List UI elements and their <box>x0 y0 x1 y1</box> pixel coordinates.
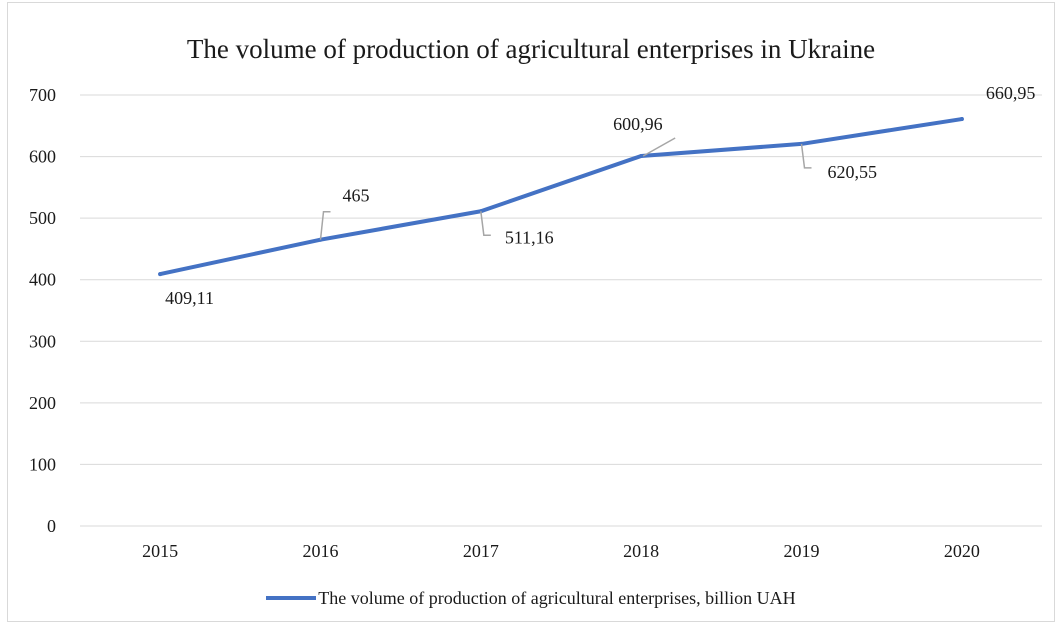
x-tick-label: 2018 <box>623 541 659 561</box>
y-tick-label: 300 <box>29 331 56 351</box>
x-tick-label: 2019 <box>784 541 820 561</box>
chart-frame <box>7 2 1055 622</box>
y-tick-label: 200 <box>29 393 56 413</box>
series-line <box>158 117 964 277</box>
x-tick-label: 2015 <box>142 541 178 561</box>
data-label-leader-line <box>319 210 331 240</box>
data-point <box>158 272 163 277</box>
data-label: 465 <box>343 186 370 206</box>
x-tick-label: 2017 <box>463 541 499 561</box>
y-tick-label: 0 <box>47 516 56 536</box>
chart-title: The volume of production of agricultural… <box>186 34 876 64</box>
y-tick-label: 400 <box>29 270 56 290</box>
y-tick-label: 500 <box>29 208 56 228</box>
data-label-leader-line <box>800 143 812 169</box>
data-label: 620,55 <box>828 162 878 182</box>
y-tick-label: 600 <box>29 147 56 167</box>
legend-swatch <box>266 595 317 600</box>
x-tick-label: 2016 <box>303 541 339 561</box>
y-tick-label: 700 <box>29 85 56 105</box>
gridlines <box>80 94 1042 527</box>
data-point <box>639 153 644 158</box>
data-labels: 409,11 465 511,16 600,96 620,55 660,95 <box>165 83 1035 308</box>
y-axis-tick-labels: 0 100 200 300 400 500 600 700 <box>29 85 56 536</box>
legend: The volume of production of agricultural… <box>0 588 1062 609</box>
x-tick-label: 2020 <box>944 541 980 561</box>
data-label-leader-line <box>480 211 491 237</box>
x-axis-tick-labels: 2015 2016 2017 2018 2019 2020 <box>142 541 980 561</box>
series-line-group <box>158 117 964 277</box>
data-label: 600,96 <box>613 114 663 134</box>
data-label: 660,95 <box>986 83 1035 103</box>
data-point <box>959 117 964 122</box>
data-label: 409,11 <box>165 288 214 308</box>
data-label-leader-line <box>642 137 676 157</box>
data-label: 511,16 <box>505 227 554 247</box>
legend-label: The volume of production of agricultural… <box>318 588 796 608</box>
y-tick-label: 100 <box>29 454 56 474</box>
